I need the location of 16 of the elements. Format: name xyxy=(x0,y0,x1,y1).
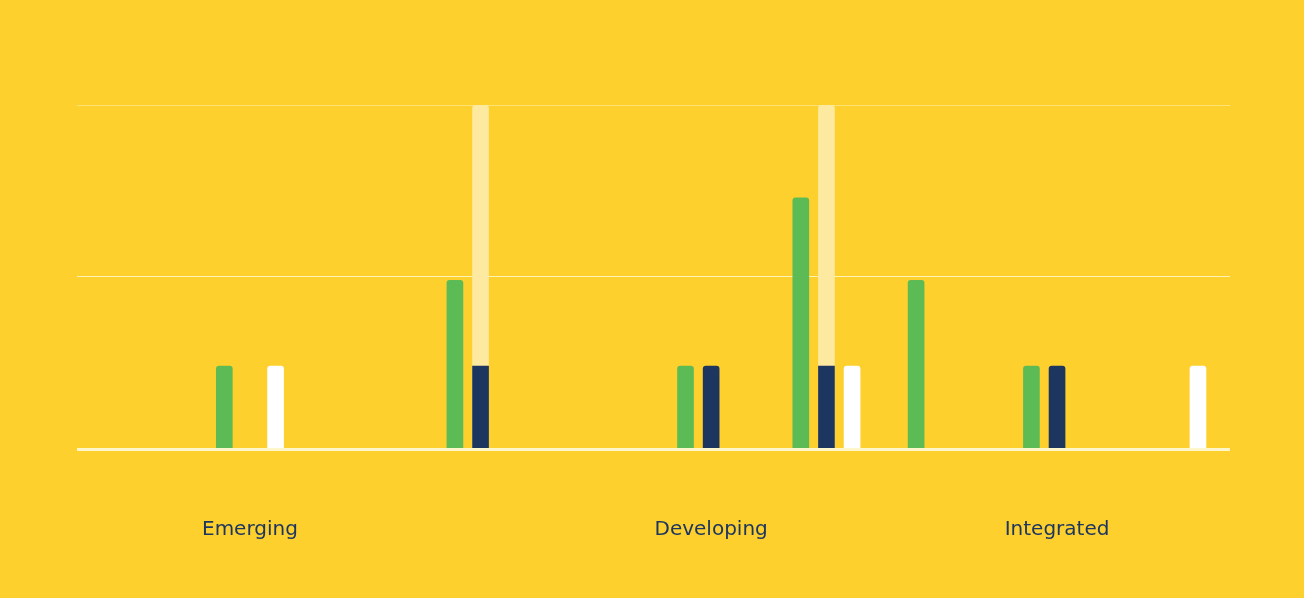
x-tick-label: Integrated xyxy=(1004,516,1110,540)
bar xyxy=(677,365,694,448)
bar xyxy=(1023,365,1040,448)
bar xyxy=(1048,365,1066,448)
bar xyxy=(472,365,489,448)
bar xyxy=(818,365,835,448)
bar xyxy=(702,365,720,448)
bar xyxy=(907,279,925,448)
x-tick-label: Emerging xyxy=(201,516,298,540)
bar xyxy=(843,365,861,448)
bar xyxy=(215,365,233,448)
bar xyxy=(1189,365,1207,448)
bar xyxy=(792,197,810,448)
bar xyxy=(446,279,464,448)
bar xyxy=(267,365,284,448)
x-tick-label: Developing xyxy=(654,516,768,540)
